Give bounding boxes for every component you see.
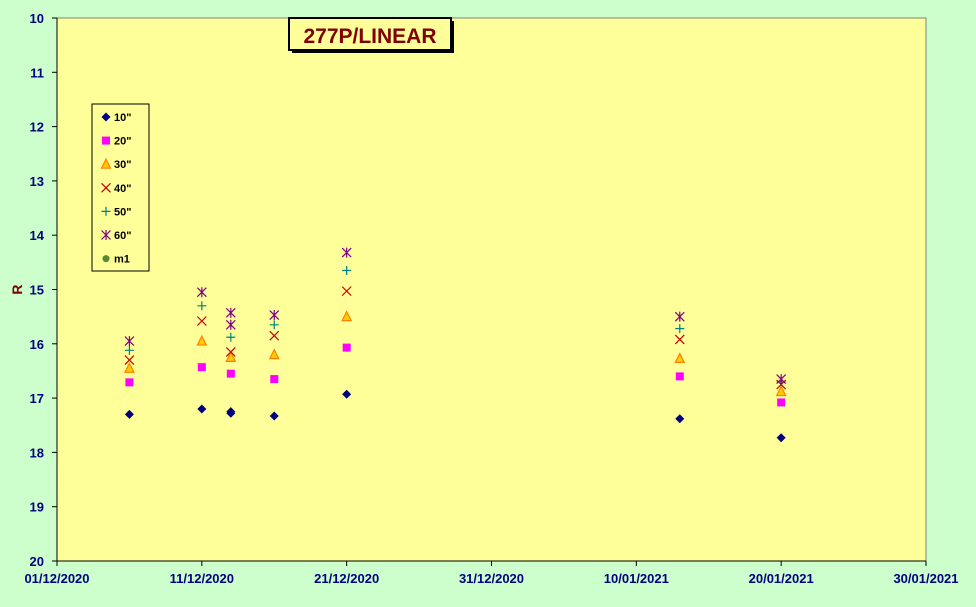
y-tick-label: 18 (30, 445, 44, 460)
data-point (775, 385, 787, 397)
data-point (225, 307, 236, 318)
data-point (342, 265, 352, 275)
data-point (675, 372, 684, 381)
legend-item: 60" (101, 230, 131, 242)
data-point (777, 398, 786, 407)
data-point (674, 352, 686, 364)
y-tick-label: 15 (30, 283, 44, 298)
data-point (341, 310, 353, 322)
series-1 (125, 343, 786, 407)
x-tick-label: 10/01/2021 (604, 571, 669, 586)
data-point (269, 411, 279, 421)
x-tick-label: 31/12/2020 (459, 571, 524, 586)
y-axis-label: R (9, 284, 25, 294)
data-point (342, 343, 351, 352)
data-point (268, 348, 280, 360)
legend-box (91, 103, 150, 272)
data-points (123, 247, 787, 443)
data-point (675, 324, 685, 334)
data-point (196, 334, 208, 346)
data-point (196, 316, 207, 326)
legend-marker (102, 255, 110, 263)
y-tick-label: 12 (30, 120, 44, 135)
plot-area (56, 17, 927, 562)
data-point (226, 332, 236, 342)
legend-label: 10" (114, 112, 131, 124)
y-tick-label: 10 (30, 11, 44, 26)
data-point (124, 355, 135, 366)
data-point (776, 433, 786, 443)
x-tick-label: 20/01/2021 (749, 571, 814, 586)
series-0 (124, 389, 786, 443)
data-point (125, 378, 134, 387)
data-point (197, 363, 206, 372)
y-tick-label: 16 (30, 337, 44, 352)
legend-marker (101, 206, 111, 216)
x-tick-label: 21/12/2020 (314, 571, 379, 586)
y-tick-label: 20 (30, 554, 44, 569)
legend: 10" 20" 30" 40" 50" 60" m1 (91, 103, 150, 272)
data-point (196, 287, 207, 298)
data-point (225, 319, 236, 330)
legend-label: 30" (114, 159, 131, 171)
data-point (269, 320, 279, 330)
data-point (674, 334, 685, 345)
legend-marker (101, 182, 111, 193)
data-point (341, 286, 352, 297)
legend-marker (101, 230, 111, 240)
series-2 (123, 310, 787, 397)
legend-label: 60" (114, 230, 131, 242)
legend-item: 20" (102, 136, 131, 148)
legend-marker (100, 157, 112, 169)
data-point (342, 389, 352, 399)
data-point (776, 374, 787, 385)
legend-label: 20" (114, 136, 131, 148)
x-tick-label: 11/12/2020 (170, 571, 234, 586)
data-point (124, 345, 134, 355)
data-point (269, 310, 280, 321)
chart-title-box: 277P/LINEAR (288, 17, 454, 53)
data-point (341, 247, 352, 258)
legend-item: 30" (100, 157, 131, 171)
chart-title: 277P/LINEAR (303, 25, 436, 48)
legend-label: 50" (114, 206, 131, 218)
x-tick-label: 30/01/2021 (893, 571, 958, 586)
data-point (124, 409, 134, 419)
data-point (124, 336, 135, 347)
data-point (269, 330, 280, 341)
x-tick-label: 01/12/2020 (24, 571, 89, 586)
legend-item: 10" (101, 112, 131, 124)
legend-item: m1 (102, 254, 130, 266)
y-tick-label: 13 (30, 174, 44, 189)
data-point (675, 414, 685, 424)
data-point (197, 404, 207, 414)
y-tick-label: 17 (30, 391, 44, 406)
data-point (225, 347, 236, 357)
data-point (225, 351, 237, 362)
data-point (226, 369, 235, 378)
y-tick-label: 11 (30, 65, 44, 80)
data-point (123, 361, 135, 373)
data-point (197, 301, 207, 311)
y-tick-label: 14 (30, 228, 45, 243)
legend-item: 50" (101, 206, 131, 218)
legend-marker (101, 112, 111, 122)
series-5 (124, 247, 787, 385)
legend-label: m1 (114, 254, 130, 266)
data-point (674, 311, 685, 322)
y-tick-label: 19 (30, 500, 44, 515)
legend-item: 40" (101, 182, 131, 195)
data-point (270, 375, 279, 384)
legend-label: 40" (114, 183, 131, 195)
data-point (226, 408, 236, 418)
y-axis-ticks: 10 11 12 13 14 15 16 17 18 19 20 (30, 11, 57, 569)
x-axis-ticks: 01/12/2020 11/12/2020 21/12/2020 31/12/2020… (24, 561, 959, 586)
legend-marker (102, 136, 110, 145)
